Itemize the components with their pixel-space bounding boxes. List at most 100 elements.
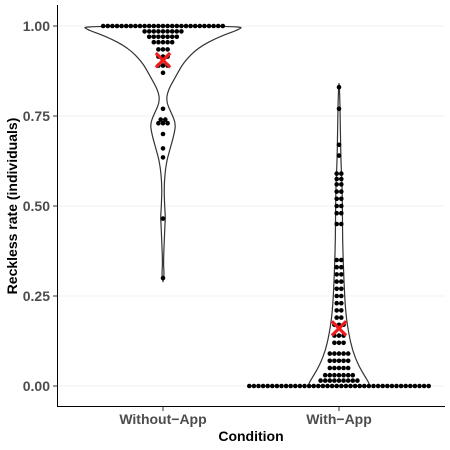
data-point bbox=[151, 29, 157, 34]
data-point bbox=[336, 106, 342, 112]
data-point bbox=[311, 383, 317, 389]
data-point bbox=[334, 189, 340, 194]
data-point bbox=[156, 23, 161, 29]
data-point bbox=[339, 264, 344, 270]
data-point bbox=[192, 23, 198, 29]
data-point bbox=[339, 300, 344, 306]
data-point bbox=[251, 383, 257, 389]
data-point bbox=[334, 257, 340, 263]
x-tick-label: Without−App bbox=[119, 411, 206, 427]
data-point bbox=[160, 131, 166, 137]
data-point bbox=[142, 23, 147, 29]
data-point bbox=[380, 383, 386, 389]
data-point bbox=[334, 176, 340, 182]
x-ticks: Without−App With−App bbox=[119, 406, 372, 427]
mean-marker-stroke bbox=[154, 51, 172, 69]
mean-marker-stroke bbox=[330, 320, 348, 337]
data-point bbox=[339, 272, 344, 277]
data-point bbox=[169, 39, 175, 45]
data-point bbox=[332, 372, 337, 378]
data-point bbox=[350, 378, 356, 383]
data-point bbox=[339, 293, 344, 299]
data-point bbox=[334, 308, 340, 313]
data-point bbox=[334, 221, 340, 227]
data-point bbox=[339, 308, 344, 313]
data-point bbox=[160, 146, 166, 151]
data-point bbox=[188, 23, 193, 29]
data-point bbox=[160, 106, 166, 112]
data-point bbox=[119, 23, 124, 29]
data-point bbox=[336, 372, 342, 378]
data-point bbox=[160, 63, 166, 68]
data-point bbox=[206, 23, 212, 29]
data-point bbox=[341, 351, 346, 356]
data-point bbox=[339, 196, 344, 202]
data-point bbox=[334, 210, 340, 216]
data-point bbox=[151, 34, 157, 40]
data-point bbox=[336, 358, 342, 364]
data-point bbox=[283, 383, 289, 389]
data-point bbox=[163, 117, 168, 122]
data-point bbox=[332, 358, 337, 364]
data-point bbox=[179, 23, 184, 29]
data-point bbox=[165, 34, 170, 40]
data-point bbox=[165, 39, 170, 45]
data-point bbox=[169, 23, 175, 29]
data-point bbox=[334, 300, 340, 306]
data-point bbox=[156, 47, 161, 52]
data-point bbox=[260, 383, 266, 389]
data-point bbox=[355, 378, 360, 383]
data-point bbox=[100, 23, 106, 29]
data-point bbox=[385, 383, 390, 389]
data-point bbox=[179, 29, 184, 34]
data-point bbox=[336, 153, 342, 158]
data-point bbox=[334, 171, 340, 176]
data-point bbox=[332, 365, 337, 371]
data-point bbox=[334, 182, 340, 187]
data-point bbox=[341, 372, 346, 378]
data-point bbox=[322, 372, 328, 378]
data-point bbox=[160, 216, 166, 221]
data-point bbox=[334, 383, 340, 389]
data-point bbox=[142, 29, 147, 34]
data-point bbox=[197, 23, 203, 29]
data-point bbox=[306, 383, 312, 389]
data-point bbox=[151, 39, 157, 45]
data-point bbox=[156, 29, 161, 34]
mean-marker bbox=[330, 320, 348, 337]
data-point bbox=[302, 383, 307, 389]
data-point bbox=[322, 378, 328, 383]
data-point bbox=[345, 372, 351, 378]
data-point bbox=[389, 383, 395, 389]
data-point bbox=[165, 120, 170, 126]
y-tick-label: 0.25 bbox=[23, 288, 50, 304]
data-point bbox=[371, 383, 376, 389]
data-point bbox=[339, 189, 344, 194]
data-point bbox=[265, 383, 271, 389]
data-point bbox=[336, 340, 342, 346]
data-point bbox=[375, 383, 381, 389]
y-tick-label: 1.00 bbox=[23, 18, 50, 34]
data-point bbox=[357, 383, 363, 389]
data-point bbox=[334, 264, 340, 270]
data-point bbox=[215, 23, 221, 29]
data-point bbox=[165, 23, 170, 29]
data-point bbox=[339, 257, 344, 263]
data-point bbox=[327, 351, 333, 356]
data-point bbox=[334, 272, 340, 277]
data-point bbox=[270, 383, 275, 389]
data-point bbox=[341, 378, 346, 383]
data-point bbox=[352, 383, 358, 389]
data-point bbox=[165, 47, 170, 52]
data-point bbox=[339, 286, 344, 292]
data-point bbox=[160, 47, 166, 52]
grid-lines bbox=[58, 25, 445, 387]
data-point bbox=[345, 358, 351, 364]
data-point bbox=[334, 286, 340, 292]
data-point bbox=[202, 23, 207, 29]
data-point bbox=[160, 120, 166, 126]
data-point bbox=[334, 203, 340, 209]
mean-marker bbox=[154, 51, 172, 69]
mean-markers bbox=[154, 51, 348, 337]
